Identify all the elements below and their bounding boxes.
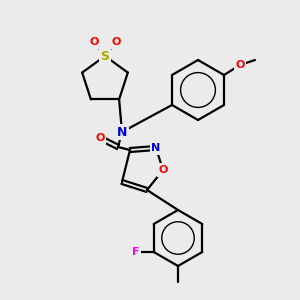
Text: O: O: [89, 37, 99, 47]
Text: O: O: [111, 37, 121, 47]
Text: O: O: [158, 165, 168, 175]
Text: F: F: [132, 247, 140, 257]
Text: S: S: [100, 50, 109, 62]
Text: N: N: [117, 125, 127, 139]
Text: O: O: [235, 60, 245, 70]
Text: N: N: [152, 143, 160, 153]
Text: O: O: [95, 133, 105, 143]
